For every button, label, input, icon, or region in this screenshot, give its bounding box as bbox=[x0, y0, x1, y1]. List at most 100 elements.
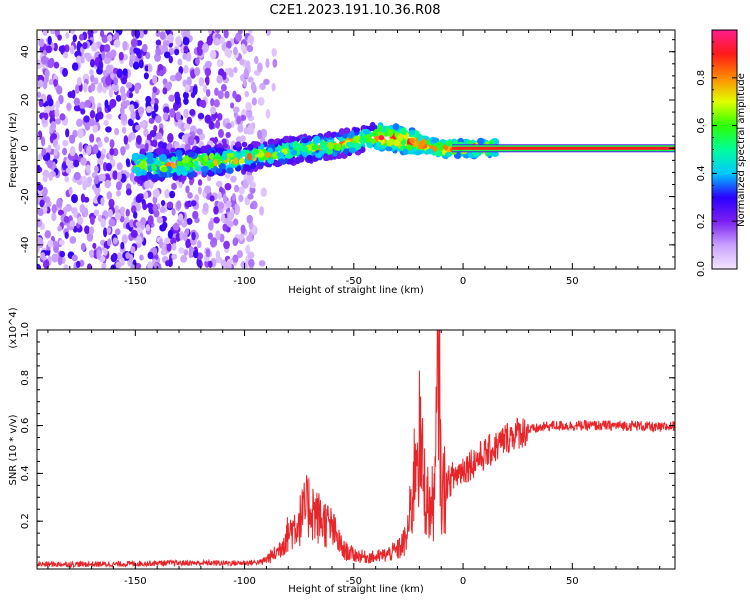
heatmap-cell bbox=[409, 129, 416, 136]
heatmap-cell bbox=[247, 124, 254, 132]
heatmap-cell bbox=[120, 257, 125, 267]
heatmap-cell bbox=[184, 143, 191, 152]
heatmap-cell bbox=[80, 56, 85, 64]
heatmap-cell bbox=[247, 35, 255, 44]
heatmap-cell bbox=[246, 152, 253, 161]
heatmap-cell bbox=[159, 69, 165, 77]
heatmap-cell bbox=[64, 44, 70, 53]
heatmap-cell bbox=[80, 108, 86, 115]
heatmap-cell bbox=[133, 47, 139, 54]
heatmap-cell bbox=[186, 218, 193, 225]
heatmap-cell bbox=[202, 84, 208, 93]
heatmap-cell bbox=[37, 164, 41, 172]
heatmap-cell bbox=[47, 240, 54, 248]
heatmap-cell bbox=[86, 263, 92, 269]
heatmap-cell bbox=[185, 238, 190, 249]
heatmap-cell bbox=[140, 160, 148, 167]
heatmap-cell bbox=[197, 112, 205, 120]
heatmap-cell bbox=[239, 233, 245, 242]
heatmap-cell bbox=[53, 240, 58, 247]
heatmap-cell bbox=[291, 150, 298, 156]
heatmap-cell bbox=[154, 115, 162, 124]
heatmap-cell bbox=[109, 139, 115, 149]
heatmap-cell bbox=[210, 106, 217, 115]
heatmap-cell bbox=[89, 69, 94, 76]
heatmap-cell bbox=[302, 151, 308, 158]
heatmap-cell bbox=[198, 76, 205, 87]
heatmap-cell bbox=[230, 102, 235, 109]
heatmap-cell bbox=[431, 137, 440, 143]
heatmap-cell bbox=[378, 135, 385, 141]
heatmap-cell bbox=[204, 60, 212, 69]
heatmap-cell bbox=[177, 213, 184, 221]
heatmap-cell bbox=[223, 217, 230, 225]
heatmap-cell bbox=[117, 171, 122, 181]
heatmap-cell bbox=[82, 42, 88, 50]
heatmap-cell bbox=[177, 58, 183, 66]
heatmap-cell bbox=[330, 132, 336, 139]
heatmap-cell bbox=[250, 81, 256, 92]
heatmap-cell bbox=[47, 144, 52, 153]
heatmap-cell bbox=[254, 56, 259, 65]
snr-y-tick-label: 0.4 bbox=[20, 465, 31, 481]
heatmap-cell bbox=[152, 74, 158, 85]
heatmap-cell bbox=[76, 77, 82, 86]
heatmap-cell bbox=[158, 154, 167, 162]
heatmap-cell bbox=[292, 140, 299, 149]
heatmap-cell bbox=[180, 175, 187, 181]
heatmap-cell bbox=[73, 97, 81, 106]
heatmap-cell bbox=[85, 52, 92, 62]
heatmap-cell bbox=[215, 168, 223, 174]
heatmap-cell bbox=[73, 171, 81, 181]
heatmap-cell bbox=[291, 136, 300, 143]
heatmap-cell bbox=[167, 33, 174, 44]
heatmap-cell bbox=[211, 237, 218, 244]
heatmap-cell bbox=[101, 51, 106, 60]
heatmap-cell bbox=[170, 162, 177, 169]
heatmap-cell bbox=[120, 76, 128, 85]
heatmap-cell bbox=[272, 58, 278, 68]
heatmap-cell bbox=[223, 30, 229, 39]
heatmap-cell bbox=[147, 261, 153, 269]
heatmap-cell bbox=[149, 129, 157, 138]
snr-x-tick-label: -100 bbox=[233, 576, 256, 587]
snr-x-tick-label: -50 bbox=[346, 576, 362, 587]
heatmap-cell bbox=[71, 89, 76, 99]
heatmap-cell bbox=[271, 82, 276, 92]
heatmap-cell bbox=[332, 151, 338, 157]
heatmap-cell bbox=[217, 191, 222, 200]
heatmap-cell bbox=[215, 230, 221, 241]
heatmap-cell bbox=[208, 260, 213, 268]
heatmap-cell bbox=[103, 227, 108, 238]
heatmap-cell bbox=[116, 162, 123, 171]
heatmap-cell bbox=[207, 171, 215, 177]
heatmap-cell bbox=[215, 250, 221, 260]
heatmap-cell bbox=[260, 187, 268, 198]
heatmap-cell bbox=[265, 151, 272, 158]
heatmap-cell bbox=[105, 162, 112, 172]
heatmap-cell bbox=[387, 138, 396, 146]
heatmap-cell bbox=[103, 119, 109, 127]
heatmap-cell bbox=[68, 134, 76, 142]
heatmap-cell bbox=[153, 103, 159, 113]
heatmap-cell bbox=[110, 49, 117, 58]
heatmap-cell bbox=[69, 30, 76, 35]
heatmap-cell bbox=[184, 84, 191, 91]
heatmap-cell bbox=[227, 211, 234, 221]
heatmap-cell bbox=[119, 85, 126, 95]
heatmap-cell bbox=[127, 134, 132, 143]
heatmap-cell bbox=[343, 127, 351, 134]
snr-y-multiplier: (x10^4) bbox=[8, 307, 19, 348]
snr-y-tick-label: 0.8 bbox=[20, 370, 31, 386]
heatmap-cell bbox=[80, 157, 87, 166]
heatmap-cell bbox=[114, 205, 119, 212]
heatmap-cell bbox=[335, 143, 342, 151]
heatmap-cell bbox=[134, 30, 141, 39]
heatmap-cell bbox=[44, 69, 50, 78]
heatmap-cell bbox=[257, 129, 262, 140]
heatmap-cell bbox=[209, 195, 215, 202]
heatmap-cell bbox=[245, 60, 251, 70]
heatmap-cell bbox=[92, 30, 98, 34]
heatmap-cell bbox=[171, 253, 178, 260]
heatmap-cell bbox=[167, 133, 174, 143]
